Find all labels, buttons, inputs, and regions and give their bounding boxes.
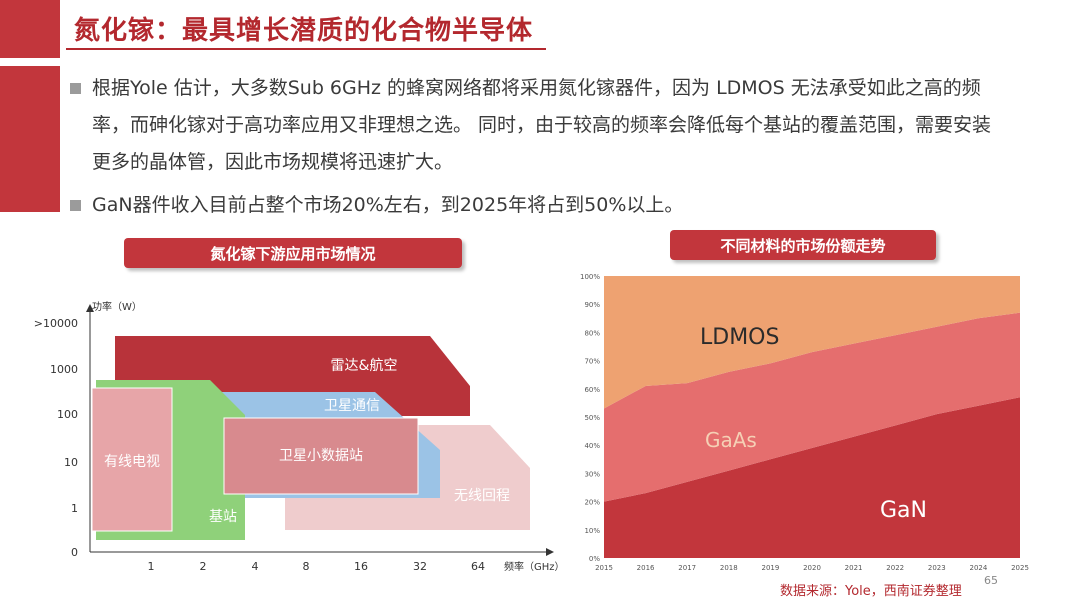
chart2-title: 不同材料的市场份额走势 (670, 230, 936, 260)
x-tick: 2022 (886, 564, 904, 572)
y-tick: 90% (584, 301, 600, 309)
series-label-gaas: GaAs (705, 428, 757, 452)
x-tick-layer: 2015 2016 2017 2018 2019 2020 2021 2022 2023 2024… (595, 564, 1029, 572)
x-tick: 1 (148, 560, 155, 573)
area-series-ldmos (604, 276, 1020, 409)
y-tick: 30% (584, 470, 600, 478)
x-tick: 2024 (969, 564, 987, 572)
x-tick: 16 (354, 560, 368, 573)
region-label: 有线电视 (104, 454, 160, 470)
y-axis-label: 功率（W） (92, 300, 142, 313)
y-tick: 50% (584, 414, 600, 422)
x-tick: 2018 (720, 564, 738, 572)
y-tick-layer: 0% 10% 20% 30% 40% 50% 60% 70% 80% 90% 100% (580, 273, 600, 563)
y-tick: 10 (64, 456, 78, 469)
content-accent-bar (0, 66, 60, 212)
bullet-text: 根据Yole 估计，大多数Sub 6GHz 的蜂窝网络都将采用氮化镓器件，因为 … (92, 77, 992, 173)
x-tick: 2 (200, 560, 207, 573)
x-axis-arrow (546, 548, 554, 556)
y-tick: 0 (71, 546, 78, 559)
x-tick: 2015 (595, 564, 613, 572)
y-tick: 80% (584, 329, 600, 337)
x-tick: 2020 (803, 564, 821, 572)
bullet-square-icon (70, 83, 81, 94)
y-tick: 1000 (50, 363, 78, 376)
y-tick: >10000 (34, 317, 78, 330)
region-label: 卫星小数据站 (279, 448, 363, 464)
y-tick: 40% (584, 442, 600, 450)
x-tick: 2021 (845, 564, 863, 572)
area-series-gaas (604, 312, 1020, 502)
bullet-item: 根据Yole 估计，大多数Sub 6GHz 的蜂窝网络都将采用氮化镓器件，因为 … (70, 70, 1010, 181)
region-label: 基站 (209, 508, 237, 525)
y-tick: 0% (589, 555, 600, 563)
bullet-text: GaN器件收入目前占整个市场20%左右，到2025年将占到50%以上。 (92, 194, 684, 216)
chart1-title: 氮化镓下游应用市场情况 (124, 238, 462, 268)
y-tick: 20% (584, 499, 600, 507)
x-tick: 4 (252, 560, 259, 573)
x-tick: 2016 (637, 564, 655, 572)
market-share-chart: 0%10%20%30%40%50%60%70%80%90%100% 2015 20… (580, 273, 1029, 572)
x-tick: 2025 (1011, 564, 1029, 572)
series-label-gan: GaN (880, 498, 927, 523)
x-tick: 2023 (928, 564, 946, 572)
x-tick: 2019 (761, 564, 779, 572)
x-tick: 32 (413, 560, 427, 573)
application-market-chart: 功率（W） 频率（GHz） >10000 1000 100 10 1 0 1 2… (34, 300, 565, 573)
data-source: 数据来源：Yole，西南证券整理 (780, 584, 962, 599)
x-axis-label: 频率（GHz） (504, 560, 565, 573)
region-cable-tv (91, 387, 173, 532)
area-series-gan (604, 397, 1020, 558)
y-axis-arrow (86, 304, 94, 312)
region-label: 卫星通信 (324, 398, 380, 414)
bullet-list: 根据Yole 估计，大多数Sub 6GHz 的蜂窝网络都将采用氮化镓器件，因为 … (70, 70, 1010, 224)
series-label-ldmos: LDMOS (700, 325, 779, 350)
y-tick: 60% (584, 386, 600, 394)
region-label: 无线回程 (454, 488, 510, 504)
region-vsat (223, 417, 419, 495)
y-tick: 100 (57, 408, 78, 421)
bullet-item: GaN器件收入目前占整个市场20%左右，到2025年将占到50%以上。 (70, 187, 1010, 224)
x-tick: 64 (471, 560, 485, 573)
y-tick: 100% (580, 273, 600, 281)
x-tick: 2017 (678, 564, 696, 572)
title-underline (66, 48, 546, 50)
bullet-square-icon (70, 200, 81, 211)
x-tick: 8 (303, 560, 310, 573)
y-tick: 70% (584, 358, 600, 366)
y-tick: 10% (584, 527, 600, 535)
y-tick: 1 (71, 502, 78, 515)
area-layer (604, 276, 1020, 558)
page-title: 氮化镓：最具增长潜质的化合物半导体 (74, 16, 534, 46)
page-number: 65 (984, 574, 998, 587)
region-label: 雷达&航空 (331, 358, 398, 374)
title-accent-bar (0, 0, 60, 58)
